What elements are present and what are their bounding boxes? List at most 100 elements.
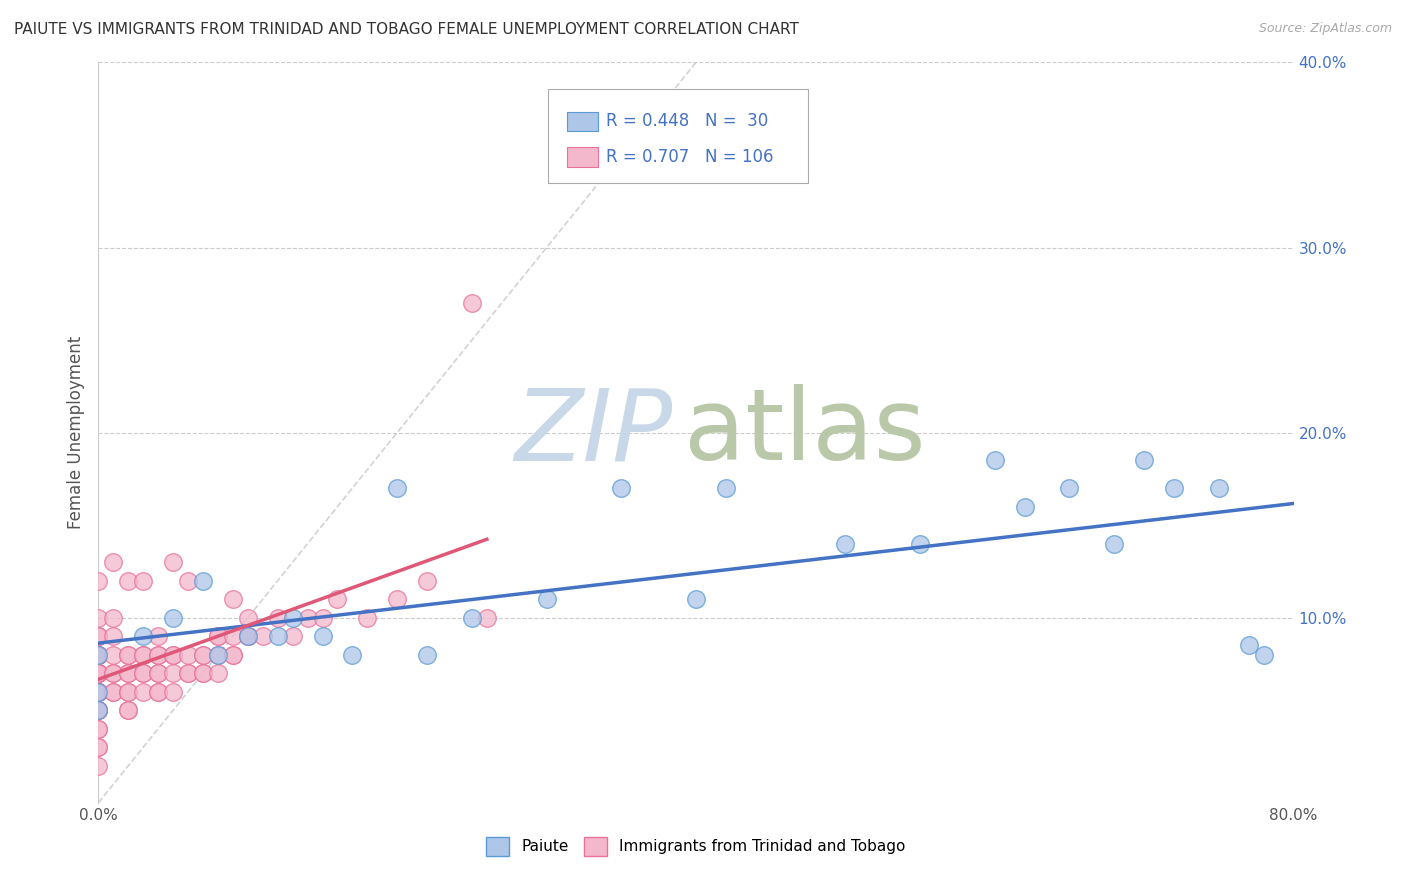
Point	[87, 685, 110, 699]
Point	[342, 648, 364, 662]
Point	[87, 648, 110, 662]
Point	[87, 666, 110, 681]
Point	[148, 685, 170, 699]
Point	[87, 648, 110, 662]
Point	[297, 610, 319, 624]
Point	[177, 574, 200, 588]
Point	[117, 703, 139, 717]
Point	[162, 685, 184, 699]
Point	[87, 648, 110, 662]
Point	[87, 574, 110, 588]
Point	[162, 648, 184, 662]
Point	[87, 666, 110, 681]
Point	[222, 648, 245, 662]
Point	[1237, 639, 1260, 653]
Point	[685, 592, 707, 607]
Point	[87, 666, 110, 681]
Point	[87, 685, 110, 699]
Point	[132, 666, 155, 681]
Point	[87, 648, 110, 662]
Point	[87, 685, 110, 699]
Point	[87, 648, 110, 662]
Point	[87, 740, 110, 755]
Point	[132, 685, 155, 699]
Point	[148, 666, 170, 681]
Point	[1059, 481, 1081, 495]
Point	[87, 666, 110, 681]
Point	[132, 574, 155, 588]
Point	[281, 610, 304, 624]
Point	[117, 703, 139, 717]
Point	[222, 648, 245, 662]
Point	[87, 685, 110, 699]
Point	[87, 703, 110, 717]
Point	[87, 610, 110, 624]
Point	[191, 666, 214, 681]
Point	[87, 703, 110, 717]
Point	[191, 648, 214, 662]
Point	[87, 666, 110, 681]
Point	[281, 629, 304, 643]
Point	[117, 666, 139, 681]
Point	[148, 648, 170, 662]
Point	[87, 629, 110, 643]
Point	[385, 592, 409, 607]
Point	[117, 685, 139, 699]
Text: R = 0.707   N = 106: R = 0.707 N = 106	[606, 148, 773, 166]
Point	[103, 666, 125, 681]
Point	[610, 481, 633, 495]
Point	[87, 648, 110, 662]
Point	[1014, 500, 1036, 514]
Point	[416, 648, 439, 662]
Point	[87, 703, 110, 717]
Point	[87, 703, 110, 717]
Point	[117, 666, 139, 681]
Point	[117, 648, 139, 662]
Point	[87, 666, 110, 681]
Point	[87, 685, 110, 699]
Point	[87, 685, 110, 699]
Point	[311, 629, 333, 643]
Point	[87, 740, 110, 755]
Point	[207, 648, 229, 662]
Point	[191, 574, 214, 588]
Point	[267, 629, 290, 643]
Point	[87, 629, 110, 643]
Point	[222, 629, 245, 643]
Point	[162, 666, 184, 681]
Text: PAIUTE VS IMMIGRANTS FROM TRINIDAD AND TOBAGO FEMALE UNEMPLOYMENT CORRELATION CH: PAIUTE VS IMMIGRANTS FROM TRINIDAD AND T…	[14, 22, 799, 37]
Point	[236, 629, 259, 643]
Point	[148, 648, 170, 662]
Text: ZIP: ZIP	[513, 384, 672, 481]
Point	[117, 574, 139, 588]
Point	[87, 722, 110, 736]
Point	[984, 453, 1007, 467]
Point	[461, 610, 484, 624]
Point	[87, 648, 110, 662]
Point	[132, 629, 155, 643]
Point	[207, 648, 229, 662]
Point	[103, 666, 125, 681]
Point	[103, 648, 125, 662]
Point	[536, 592, 558, 607]
Point	[103, 555, 125, 569]
Point	[1253, 648, 1275, 662]
Point	[326, 592, 349, 607]
Text: atlas: atlas	[685, 384, 925, 481]
Point	[416, 574, 439, 588]
Point	[385, 481, 409, 495]
Point	[177, 648, 200, 662]
Point	[148, 629, 170, 643]
Legend: Paiute, Immigrants from Trinidad and Tobago: Paiute, Immigrants from Trinidad and Tob…	[481, 831, 911, 862]
Point	[461, 296, 484, 310]
Point	[87, 648, 110, 662]
Point	[236, 629, 259, 643]
Point	[162, 555, 184, 569]
Point	[207, 629, 229, 643]
Point	[177, 666, 200, 681]
Point	[87, 722, 110, 736]
Point	[148, 685, 170, 699]
Point	[103, 685, 125, 699]
Point	[356, 610, 378, 624]
Point	[132, 648, 155, 662]
